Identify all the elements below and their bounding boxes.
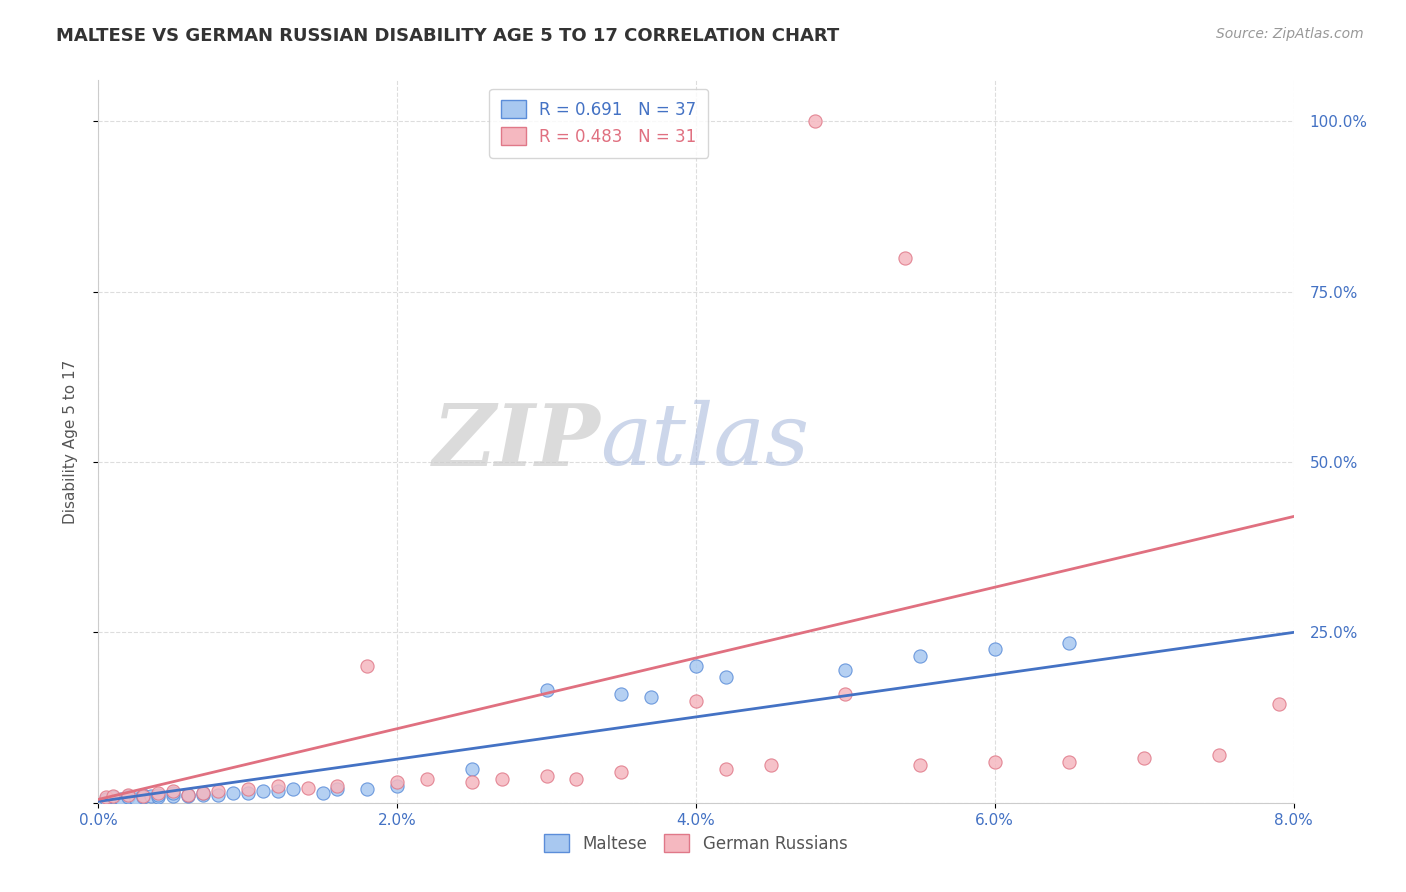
Point (94, 792, 117, 806)
Point (908, 649, 931, 664)
Point (177, 788, 200, 802)
Point (685, 659, 707, 673)
Point (191, 786, 214, 800)
Point (236, 782, 259, 797)
Point (385, 779, 409, 793)
Point (132, 788, 155, 802)
Point (1208, 748, 1230, 763)
Point (1059, 635, 1081, 649)
Point (252, 783, 274, 797)
Point (834, 663, 856, 677)
Point (356, 659, 378, 673)
Point (222, 786, 245, 800)
Y-axis label: Disability Age 5 to 17: Disability Age 5 to 17 (63, 359, 77, 524)
Point (162, 789, 184, 803)
Point (162, 786, 184, 800)
Point (326, 782, 349, 797)
Point (714, 670, 737, 684)
Point (148, 790, 170, 805)
Point (714, 762, 737, 776)
Point (804, 114, 827, 128)
Point (385, 775, 409, 789)
Point (356, 782, 378, 797)
Text: MALTESE VS GERMAN RUSSIAN DISABILITY AGE 5 TO 17 CORRELATION CHART: MALTESE VS GERMAN RUSSIAN DISABILITY AGE… (56, 27, 839, 45)
Point (685, 693, 707, 707)
Point (297, 780, 319, 795)
Point (117, 789, 139, 803)
Point (103, 790, 125, 805)
Point (267, 779, 290, 793)
Legend: Maltese, German Russians: Maltese, German Russians (538, 828, 853, 860)
Point (984, 755, 1007, 769)
Point (148, 788, 170, 802)
Point (110, 792, 132, 806)
Point (177, 788, 200, 802)
Point (1133, 751, 1156, 765)
Point (834, 687, 856, 701)
Point (759, 758, 782, 772)
Point (1059, 755, 1081, 769)
Point (610, 687, 633, 701)
Point (311, 786, 333, 800)
Point (117, 790, 139, 805)
Point (281, 782, 304, 797)
Point (94, 790, 117, 805)
Point (148, 786, 170, 800)
Point (610, 765, 633, 780)
Point (236, 786, 259, 800)
Point (640, 690, 662, 705)
Point (162, 783, 184, 797)
Point (326, 779, 349, 793)
Point (139, 789, 162, 803)
Point (491, 772, 513, 786)
Text: Source: ZipAtlas.com: Source: ZipAtlas.com (1216, 27, 1364, 41)
Point (103, 789, 125, 803)
Point (132, 790, 155, 805)
Point (191, 788, 214, 802)
Point (191, 786, 214, 800)
Point (207, 783, 229, 797)
Point (1267, 697, 1289, 711)
Point (565, 772, 588, 786)
Text: atlas: atlas (600, 401, 810, 483)
Point (894, 251, 917, 265)
Point (536, 768, 558, 782)
Text: ZIP: ZIP (433, 400, 600, 483)
Point (416, 772, 439, 786)
Point (461, 762, 484, 776)
Point (125, 791, 148, 805)
Point (267, 783, 290, 797)
Point (461, 775, 484, 789)
Point (984, 642, 1007, 657)
Point (132, 789, 155, 803)
Point (177, 789, 200, 803)
Point (536, 683, 558, 698)
Point (117, 788, 139, 802)
Point (207, 788, 229, 802)
Point (908, 758, 931, 772)
